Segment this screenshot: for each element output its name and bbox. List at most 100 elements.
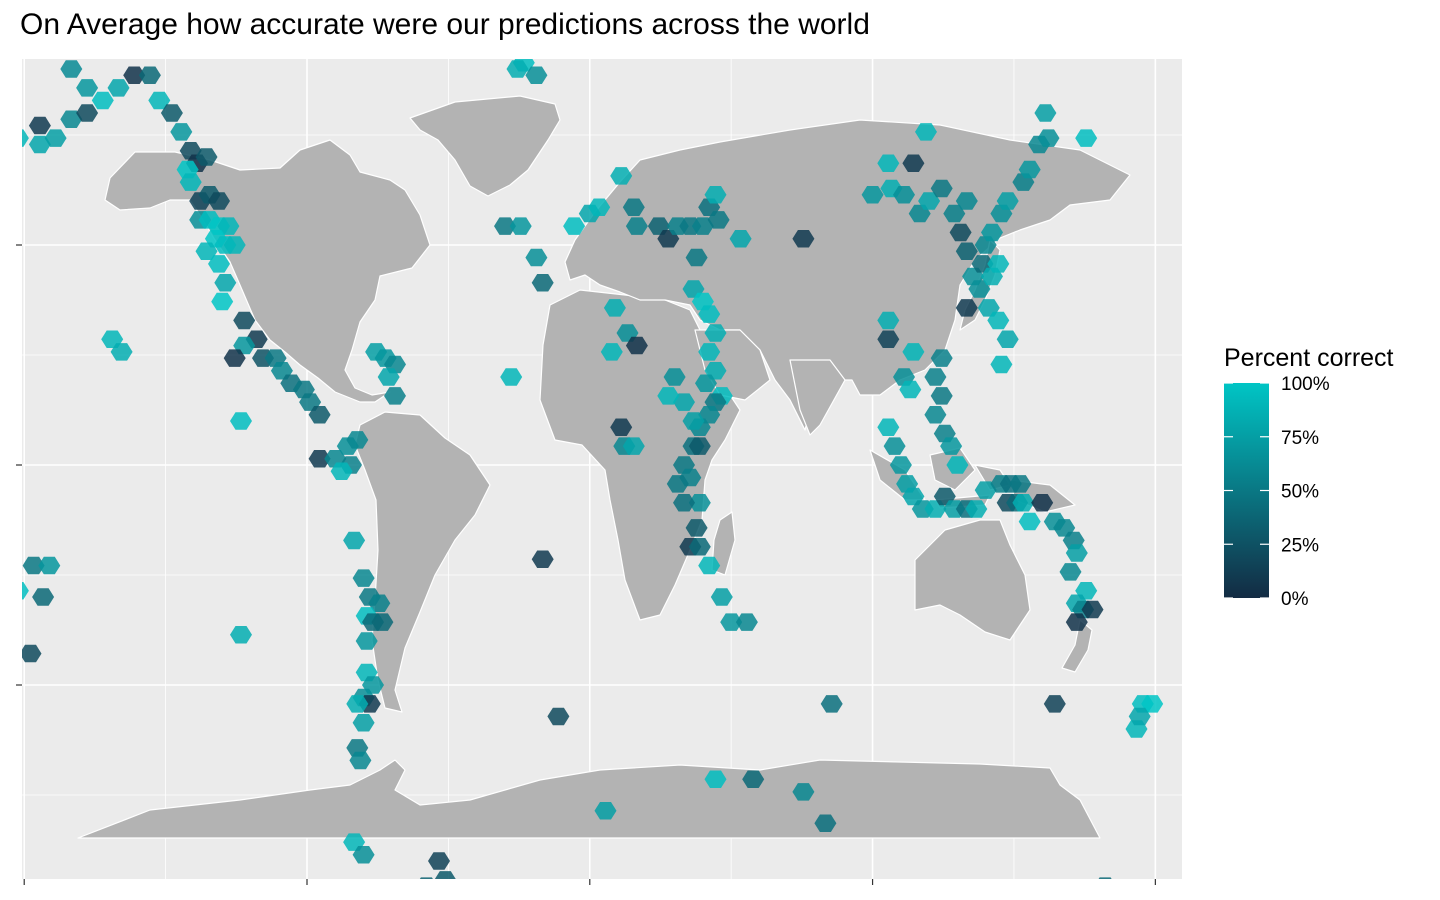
hexbin	[996, 192, 1019, 210]
hexbin	[720, 613, 743, 631]
hexbin	[877, 154, 900, 172]
hexbin	[981, 223, 1003, 242]
hexbin	[208, 255, 230, 273]
hexbin	[930, 349, 953, 367]
hexbin	[902, 343, 925, 361]
hexbin	[893, 186, 915, 204]
hexbin	[915, 123, 937, 141]
hexbin	[603, 299, 626, 317]
hexbin	[924, 368, 947, 386]
hexbin	[594, 802, 617, 820]
hexbin	[924, 406, 947, 424]
hexbin	[563, 217, 586, 235]
hexbin	[76, 104, 99, 122]
hexbin	[547, 707, 570, 726]
hexbin	[883, 437, 906, 455]
hexbin	[1065, 613, 1088, 631]
hexbin	[308, 450, 331, 468]
hexbin	[600, 343, 623, 361]
hexbin	[889, 456, 912, 474]
hexbin	[691, 217, 714, 235]
hexbin	[107, 79, 130, 97]
hexbin	[22, 644, 42, 663]
hexbin	[352, 569, 375, 587]
hexbin	[138, 66, 161, 84]
hexbin	[707, 211, 730, 229]
hexbin	[622, 437, 645, 455]
hexbin	[1141, 695, 1164, 713]
hexbin	[698, 305, 721, 323]
hexbin	[877, 418, 900, 436]
hexbin	[170, 123, 193, 141]
hexbin	[76, 79, 99, 97]
hexbin	[673, 393, 695, 411]
hexbin	[368, 594, 391, 612]
hexbin	[685, 248, 708, 267]
hexbin	[44, 129, 67, 147]
hexbin	[1031, 494, 1054, 512]
hexbin	[355, 632, 378, 650]
hexbin	[698, 556, 721, 575]
hexbin	[902, 154, 925, 172]
hexbin	[688, 494, 711, 512]
hexbin	[820, 695, 843, 713]
hexbin	[211, 292, 234, 311]
hexbin	[1075, 129, 1098, 147]
hexbin	[1098, 877, 1112, 879]
hexbin	[208, 192, 230, 210]
hexbin	[974, 481, 997, 499]
hexbin	[930, 179, 953, 198]
hexbin	[1059, 563, 1082, 581]
hexbin	[22, 556, 45, 575]
hexbin	[610, 167, 633, 185]
hexbin	[946, 456, 969, 474]
hexbin	[792, 783, 815, 801]
hexbin	[148, 91, 171, 110]
hexbin	[91, 91, 114, 110]
hexbin	[968, 280, 991, 298]
hexbin	[346, 431, 369, 449]
hexbin	[1128, 707, 1151, 726]
axis-ticks	[16, 244, 1156, 885]
hexbin	[688, 437, 711, 455]
hexbin	[729, 230, 752, 248]
hexbin	[688, 538, 711, 556]
land-greenland	[409, 95, 561, 197]
hexbin	[522, 41, 544, 59]
land-new-zealand	[1061, 619, 1093, 673]
hexbin	[657, 387, 680, 405]
hexbin	[695, 374, 717, 392]
hexbin	[428, 852, 450, 870]
hexbin	[673, 494, 695, 512]
hexbin	[625, 217, 648, 235]
land-australia	[914, 519, 1031, 641]
hexbin	[1018, 160, 1041, 179]
hexbin	[710, 588, 733, 606]
hexbin	[1043, 695, 1066, 713]
hexbin	[861, 186, 884, 204]
hexbin	[160, 104, 183, 122]
hexbin	[349, 751, 372, 770]
hexbin	[28, 116, 51, 135]
hexbin	[1012, 494, 1035, 512]
hexbin	[918, 192, 941, 210]
hexbin	[742, 770, 765, 788]
hexbin	[60, 110, 83, 128]
hexbin	[28, 135, 51, 154]
hexbin	[955, 192, 978, 210]
hexbin	[541, 29, 563, 47]
hexbin	[625, 336, 648, 355]
hexbin	[308, 406, 331, 424]
hexbin	[1065, 544, 1088, 562]
legend-title: Percent correct	[1224, 344, 1394, 372]
hexbin	[531, 274, 554, 292]
hexbin	[704, 324, 727, 342]
hexbin	[22, 129, 29, 147]
hexbin	[1009, 475, 1032, 493]
hexbin	[704, 770, 727, 788]
hexbin	[494, 217, 516, 235]
hexbin	[877, 311, 900, 330]
hexbin	[346, 695, 369, 713]
hexbin	[22, 582, 29, 600]
hexbin	[996, 330, 1019, 348]
